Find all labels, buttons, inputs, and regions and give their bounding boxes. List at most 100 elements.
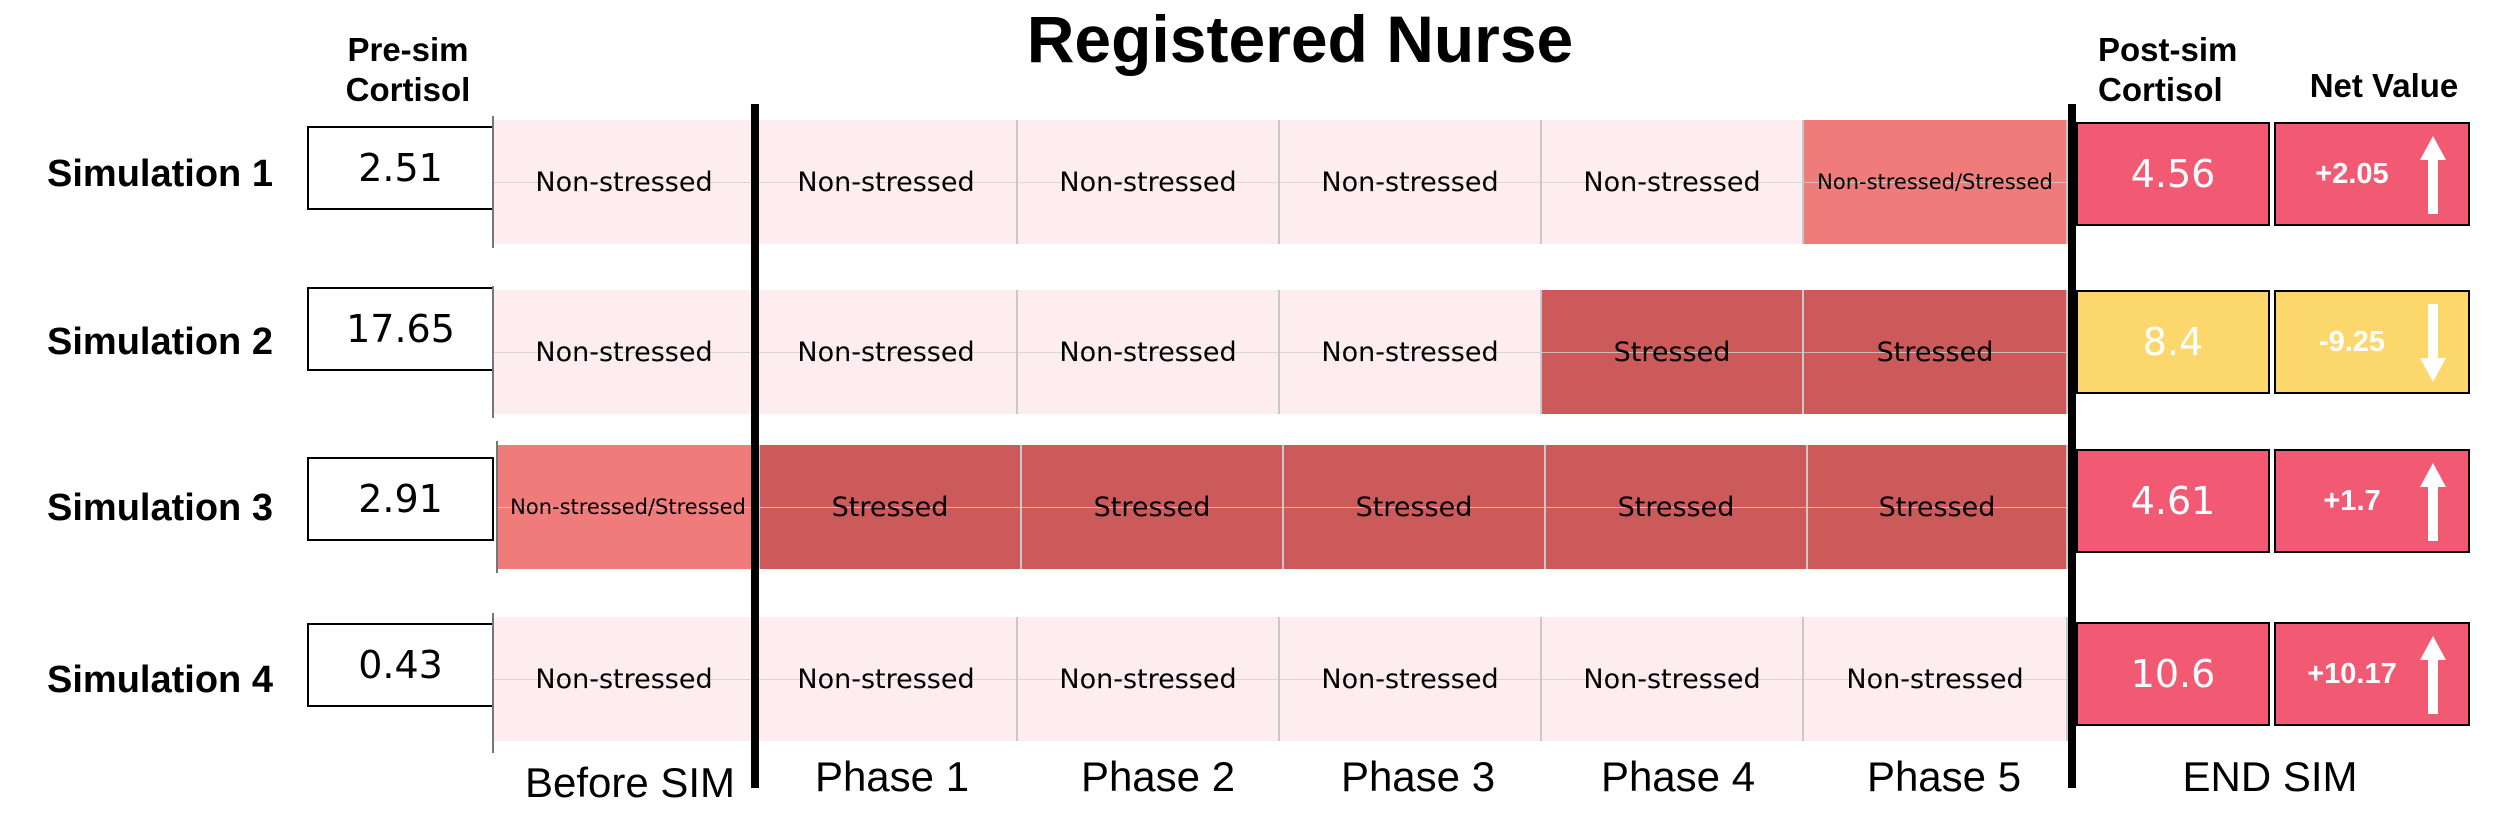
- phase-divider-start: [751, 104, 759, 788]
- phase-label: Phase 3: [1340, 753, 1496, 800]
- phase-state-cell: Stressed: [1542, 290, 1804, 414]
- phase-state-text: Stressed: [1093, 491, 1211, 523]
- simulation-label: Simulation 4: [47, 659, 273, 701]
- post-sim-header-line2: Cortisol: [2098, 71, 2223, 108]
- cell-guide-line: [1808, 507, 2066, 508]
- phase-label: Phase 5: [1866, 753, 2022, 800]
- phase-state-cell: Non-stressed/Stressed: [498, 445, 760, 569]
- cell-guide-line: [494, 352, 754, 353]
- phase-state-text: Non-stressed: [1059, 663, 1237, 695]
- phase-state-text: Non-stressed: [797, 166, 975, 198]
- cell-guide-line: [1018, 182, 1278, 183]
- net-value-text: +2.05: [2315, 157, 2389, 190]
- phase-state-text: Non-stressed: [1583, 663, 1761, 695]
- pre-sim-header-line1: Pre-sim: [347, 31, 469, 68]
- pre-sim-header: Pre-sim Cortisol: [318, 30, 498, 110]
- arrow-up-icon: [2420, 136, 2446, 214]
- phase-state-text: Stressed: [1876, 336, 1994, 368]
- post-sim-header: Post-sim Cortisol: [2098, 30, 2278, 110]
- phase-state-text: Non-stressed: [535, 663, 713, 695]
- cell-guide-line: [498, 507, 758, 508]
- net-value-header: Net Value: [2309, 67, 2459, 104]
- net-value-text: +1.7: [2323, 484, 2381, 517]
- arrow-down-icon: [2420, 304, 2446, 382]
- phase-state-text: Stressed: [1617, 491, 1735, 523]
- pre-sim-header-line2: Cortisol: [345, 71, 471, 108]
- phase-state-text: Non-stressed/Stressed: [510, 495, 746, 519]
- phase-state-cell: Non-stressed: [1018, 120, 1280, 244]
- post-sim-cortisol-value: 10.6: [2076, 622, 2270, 726]
- cell-guide-line: [756, 182, 1016, 183]
- net-value-box: +2.05: [2274, 122, 2470, 226]
- pre-sim-cortisol-value: 0.43: [307, 623, 494, 707]
- cell-guide-line: [1542, 352, 1802, 353]
- net-value-text: -9.25: [2318, 325, 2386, 358]
- phase-state-cell: Stressed: [1804, 290, 2068, 414]
- phase-state-cell: Stressed: [1284, 445, 1546, 569]
- simulation-label: Simulation 1: [47, 153, 273, 195]
- phase-state-cell: Non-stressed: [1280, 290, 1542, 414]
- phase-state-text: Non-stressed: [1321, 663, 1499, 695]
- phase-state-cell: Non-stressed: [1280, 617, 1542, 741]
- post-sim-cortisol-value: 8.4: [2076, 290, 2270, 394]
- post-sim-cortisol-value: 4.61: [2076, 449, 2270, 553]
- phase-state-cell: Stressed: [1808, 445, 2068, 569]
- phase-state-text: Stressed: [1613, 336, 1731, 368]
- phase-state-text: Non-stressed: [535, 166, 713, 198]
- post-sim-header-line1: Post-sim: [2098, 31, 2238, 68]
- phase-state-text: Non-stressed: [1583, 166, 1761, 198]
- arrow-up-icon: [2420, 636, 2446, 714]
- cell-guide-line: [1542, 679, 1802, 680]
- cell-guide-line: [760, 507, 1020, 508]
- phase-state-cell: Non-stressed: [494, 290, 756, 414]
- cell-guide-line: [494, 679, 754, 680]
- net-value-box: +1.7: [2274, 449, 2470, 553]
- row-left-tick: [492, 613, 494, 753]
- phase-label: Phase 4: [1600, 753, 1756, 800]
- cell-guide-line: [1018, 679, 1278, 680]
- cell-guide-line: [756, 352, 1016, 353]
- net-value-text: +10.17: [2307, 657, 2397, 690]
- cell-guide-line: [1280, 352, 1540, 353]
- phase-state-text: Non-stressed: [1321, 336, 1499, 368]
- phase-state-text: Non-stressed/Stressed: [1817, 170, 2053, 194]
- phase-label: Phase 1: [814, 753, 970, 800]
- phase-state-cell: Non-stressed: [1280, 120, 1542, 244]
- arrow-up-icon: [2420, 463, 2446, 541]
- phase-state-text: Non-stressed: [1846, 663, 2024, 695]
- phase-label: Before SIM: [524, 759, 736, 806]
- phase-state-text: Stressed: [831, 491, 949, 523]
- phase-state-cell: Non-stressed: [756, 617, 1018, 741]
- phase-state-text: Stressed: [1355, 491, 1473, 523]
- phase-state-cell: Stressed: [1546, 445, 1808, 569]
- net-value-box: -9.25: [2274, 290, 2470, 394]
- phase-state-text: Stressed: [1878, 491, 1996, 523]
- phase-state-text: Non-stressed: [1321, 166, 1499, 198]
- phase-state-cell: Non-stressed: [756, 290, 1018, 414]
- phase-state-cell: Stressed: [1022, 445, 1284, 569]
- phase-label: END SIM: [2182, 753, 2358, 800]
- phase-state-cell: Non-stressed: [1018, 290, 1280, 414]
- simulation-label: Simulation 3: [47, 487, 273, 529]
- phase-state-text: Non-stressed: [535, 336, 713, 368]
- cell-guide-line: [1804, 679, 2066, 680]
- phase-state-cell: Non-stressed: [1542, 120, 1804, 244]
- pre-sim-cortisol-value: 2.51: [307, 126, 494, 210]
- cell-guide-line: [1542, 182, 1802, 183]
- pre-sim-cortisol-value: 2.91: [307, 457, 494, 541]
- cell-guide-line: [1284, 507, 1544, 508]
- page-title: Registered Nurse: [1026, 2, 1574, 76]
- row-left-tick: [496, 441, 498, 573]
- cell-guide-line: [1546, 507, 1806, 508]
- phase-state-cell: Non-stressed: [756, 120, 1018, 244]
- phase-state-text: Non-stressed: [1059, 166, 1237, 198]
- phase-state-cell: Non-stressed: [494, 120, 756, 244]
- phase-state-cell: Non-stressed: [1542, 617, 1804, 741]
- phase-state-cell: Stressed: [760, 445, 1022, 569]
- cell-guide-line: [1022, 507, 1282, 508]
- cell-guide-line: [1804, 352, 2066, 353]
- row-left-tick: [492, 116, 494, 248]
- phase-state-text: Non-stressed: [797, 663, 975, 695]
- row-left-tick: [492, 286, 494, 418]
- phase-divider-end: [2068, 104, 2076, 788]
